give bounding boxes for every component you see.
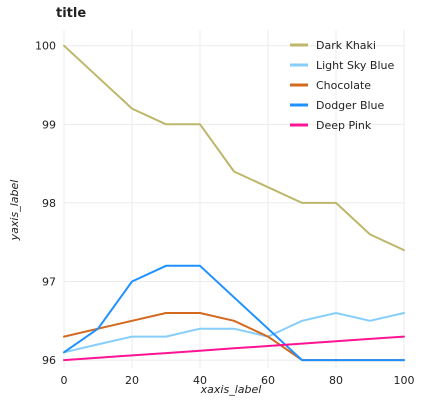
x-tick-label: 40 — [193, 374, 207, 387]
chart-title: title — [56, 6, 86, 21]
x-axis-title: xaxis_label — [200, 383, 262, 396]
legend: Dark Khaki Light Sky Blue Chocolate Dodger … — [290, 39, 394, 132]
series-line-light-sky-blue — [63, 312, 405, 354]
x-axis-ticks: 0 20 40 60 80 100 — [61, 374, 415, 387]
legend-label-dodger-blue: Dodger Blue — [316, 99, 385, 112]
y-tick-label: 97 — [42, 276, 56, 289]
x-tick-label: 20 — [125, 374, 139, 387]
x-tick-label: 100 — [394, 374, 415, 387]
y-axis-ticks: 96 97 98 99 100 — [35, 40, 56, 367]
legend-label-deep-pink: Deep Pink — [316, 119, 372, 132]
legend-label-dark-khaki: Dark Khaki — [316, 39, 376, 52]
y-tick-label: 100 — [35, 40, 56, 53]
grid — [63, 30, 405, 368]
legend-label-chocolate: Chocolate — [316, 79, 371, 92]
y-tick-label: 98 — [42, 197, 56, 210]
series-line-chocolate — [63, 312, 405, 362]
x-tick-label: 80 — [329, 374, 343, 387]
series-line-dark-khaki — [63, 44, 405, 252]
y-tick-label: 99 — [42, 118, 56, 131]
x-tick-label: 60 — [261, 374, 275, 387]
y-tick-label: 96 — [42, 354, 56, 367]
x-tick-label: 0 — [61, 374, 68, 387]
legend-label-light-sky-blue: Light Sky Blue — [316, 59, 394, 72]
series-line-deep-pink — [63, 335, 405, 362]
series-lines — [63, 44, 405, 362]
y-axis-title: yaxis_label — [8, 180, 21, 242]
series-line-dodger-blue — [63, 264, 405, 362]
